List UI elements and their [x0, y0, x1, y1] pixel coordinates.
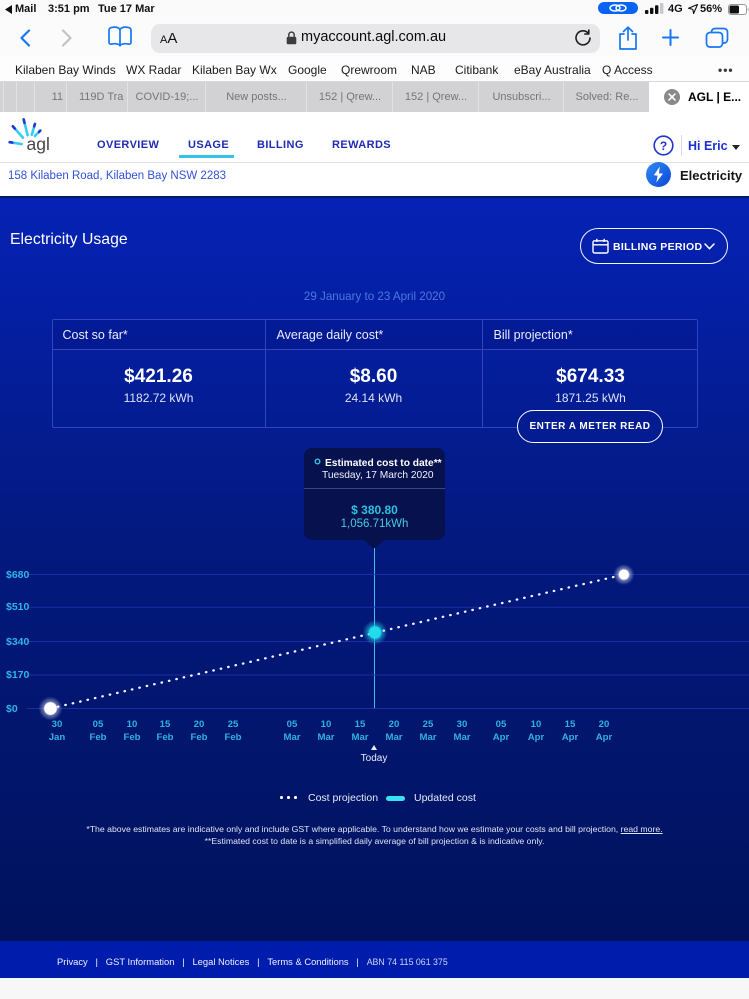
svg-text:agl: agl [27, 134, 50, 154]
svg-text:?: ? [660, 139, 667, 153]
